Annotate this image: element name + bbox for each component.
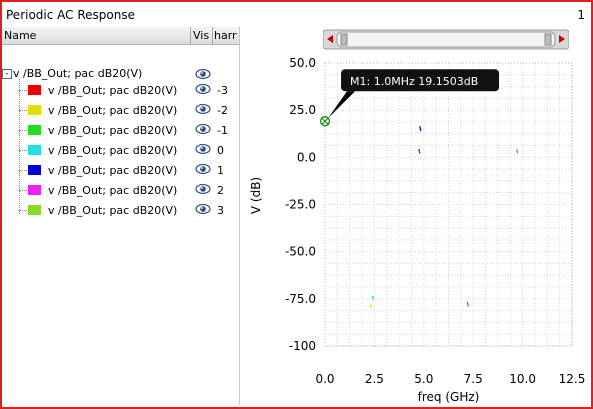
y-axis-title: V (dB) [249,177,263,214]
trace-color-swatch [28,85,41,95]
tree-connector [19,130,27,131]
harmonic-value: -2 [217,104,228,117]
x-tick-label: 2.5 [365,372,384,386]
root-trace-label: v /BB_Out; pac dB20(V) [13,67,143,80]
column-name[interactable]: Name [4,29,37,42]
y-tick-label: 25.0 [289,103,316,117]
trace-row[interactable]: v /BB_Out; pac dB20(V) 0 [2,142,239,160]
trace-color-swatch [28,165,41,175]
harmonic-value: 3 [217,204,224,217]
tree-connector [19,210,27,211]
trace-row[interactable]: v /BB_Out; pac dB20(V) 2 [2,182,239,200]
eye-icon[interactable] [195,143,211,158]
column-harmonic[interactable]: harr [214,29,237,42]
eye-icon[interactable] [195,68,211,83]
trace-color-swatch [28,185,41,195]
tree-connector [19,190,27,191]
window-number: 1 [577,8,585,22]
zoom-scrollbar[interactable] [322,28,570,50]
harmonic-value: -3 [217,84,228,97]
harmonic-value: -1 [217,124,228,137]
y-tick-label: -100 [289,339,316,353]
trace-color-swatch [28,145,41,155]
trace-segment[interactable] [419,126,422,132]
eye-icon[interactable] [195,123,211,138]
waveform-plot[interactable]: 50.0 25.0 0.0 -25.0 -50.0 -75.0 -100 0.0 2.5 5.0 7… [239,52,591,405]
trace-browser-panel: Name Vis harr - v /BB_Out; pac dB20(V) v… [2,27,240,405]
column-header: Name Vis harr [2,27,239,45]
tree-connector [19,79,20,214]
marker-label-box[interactable] [341,69,500,92]
marker-cross [321,117,329,125]
scroll-thumb[interactable] [336,31,556,48]
y-tick-label: -50.0 [285,245,316,259]
scroll-right-handle[interactable] [544,33,552,46]
x-tick-label: 12.5 [559,372,586,386]
trace-segment[interactable] [418,148,421,154]
marker-pointer [328,91,356,119]
column-divider[interactable] [212,27,213,44]
trace-segment[interactable] [369,304,373,309]
trace-color-swatch [28,105,41,115]
x-tick-label: 0.0 [315,372,334,386]
y-tick-label: 50.0 [289,56,316,70]
trace-label: v /BB_Out; pac dB20(V) [48,184,178,197]
trace-segment[interactable] [371,295,375,300]
scroll-right-arrow-icon[interactable] [559,35,565,43]
tree-connector [19,110,27,111]
trace-row[interactable]: v /BB_Out; pac dB20(V) 1 [2,162,239,180]
eye-icon[interactable] [195,163,211,178]
marker-point-icon[interactable] [319,116,331,127]
trace-row[interactable]: v /BB_Out; pac dB20(V) 3 [2,202,239,220]
eye-icon[interactable] [195,83,211,98]
trace-label: v /BB_Out; pac dB20(V) [48,104,178,117]
plot-border [324,62,573,347]
y-tick-label: 0.0 [297,150,316,164]
window-title: Periodic AC Response [6,8,135,22]
y-tick-label: -25.0 [285,198,316,212]
tree-connector [19,170,27,171]
tree-connector [19,90,27,91]
trace-label: v /BB_Out; pac dB20(V) [48,204,178,217]
scroll-left-arrow-icon[interactable] [327,35,333,43]
x-tick-label: 10.0 [509,372,536,386]
harmonic-value: 2 [217,184,224,197]
trace-label: v /BB_Out; pac dB20(V) [48,164,178,177]
x-tick-label: 5.0 [414,372,433,386]
title-bar: Periodic AC Response 1 [2,2,591,26]
trace-segment[interactable] [466,301,469,307]
trace-row[interactable]: v /BB_Out; pac dB20(V) -1 [2,122,239,140]
trace-label: v /BB_Out; pac dB20(V) [48,84,178,97]
y-tick-label: -75.0 [285,292,316,306]
trace-row[interactable]: v /BB_Out; pac dB20(V) -2 [2,102,239,120]
trace-color-swatch [28,205,41,215]
tree-connector [19,150,27,151]
eye-icon[interactable] [195,183,211,198]
x-axis-title: freq (GHz) [418,390,480,404]
trace-label: v /BB_Out; pac dB20(V) [48,124,178,137]
column-vis[interactable]: Vis [193,29,210,42]
x-tick-label: 7.5 [464,372,483,386]
column-divider[interactable] [190,27,191,44]
scroll-left-handle[interactable] [340,33,348,46]
collapse-toggle[interactable]: - [2,69,12,79]
harmonic-value: 1 [217,164,224,177]
trace-segment[interactable] [516,148,519,154]
marker-label: M1: 1.0MHz 19.1503dB [350,75,478,88]
harmonic-value: 0 [217,144,224,157]
trace-color-swatch [28,125,41,135]
trace-label: v /BB_Out; pac dB20(V) [48,144,178,157]
eye-icon[interactable] [195,103,211,118]
tree-root-item[interactable]: - v /BB_Out; pac dB20(V) [2,67,239,81]
trace-row[interactable]: v /BB_Out; pac dB20(V) -3 [2,82,239,100]
eye-icon[interactable] [195,203,211,218]
